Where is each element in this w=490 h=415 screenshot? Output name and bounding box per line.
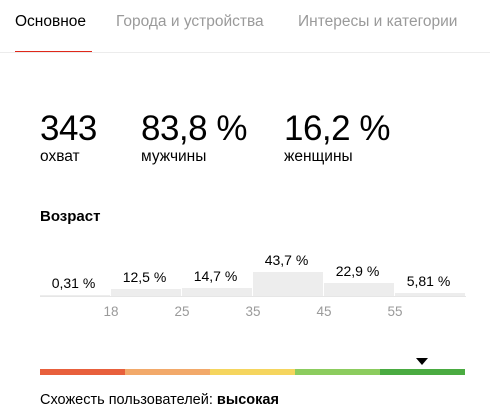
tab-cities-devices[interactable]: Города и устройства (116, 13, 264, 30)
age-bar (324, 283, 394, 296)
stat-reach: 343 охват (40, 110, 97, 166)
age-tick: 55 (387, 304, 403, 319)
stat-women-value: 16,2 % (284, 109, 390, 148)
age-bar-label: 22,9 % (335, 263, 380, 279)
stat-men: 83,8 % мужчины (141, 110, 247, 166)
stat-men-label: мужчины (141, 148, 207, 165)
age-bar-label: 14,7 % (193, 268, 238, 284)
similarity-segment (380, 369, 465, 375)
age-bar (395, 293, 465, 296)
age-bar (111, 289, 181, 296)
stat-reach-label: охват (40, 148, 80, 165)
age-tick: 45 (316, 304, 332, 319)
age-bar-label: 12,5 % (122, 269, 167, 285)
similarity-text: Схожесть пользователей: высокая (40, 392, 279, 408)
similarity-segment (210, 369, 295, 375)
stat-men-value: 83,8 % (141, 109, 247, 148)
stat-women-label: женщины (284, 148, 353, 165)
similarity-scale (40, 369, 465, 375)
age-tick: 25 (174, 304, 190, 319)
similarity-segment (295, 369, 380, 375)
age-chart-baseline (40, 296, 466, 297)
age-tick: 18 (103, 304, 119, 319)
tab-interests-categories[interactable]: Интересы и категории (298, 13, 458, 30)
tab-main[interactable]: Основное (15, 13, 87, 30)
stat-reach-value: 343 (40, 109, 97, 148)
age-bar-label: 43,7 % (264, 252, 309, 268)
similarity-label: Схожесть пользователей: (40, 392, 213, 408)
age-bar (253, 272, 323, 296)
age-chart: 0,31 % 12,5 % 14,7 % 43,7 % 22,9 % 5,81 % 18 25… (40, 236, 470, 326)
age-tick: 35 (245, 304, 261, 319)
similarity-value: высокая (216, 392, 279, 408)
tabs-divider (0, 52, 490, 53)
similarity-segment (40, 369, 125, 375)
tab-bar: Основное Города и устройства Интересы и … (0, 0, 490, 53)
similarity-marker-icon (416, 358, 428, 365)
similarity-segment (125, 369, 210, 375)
stat-women: 16,2 % женщины (284, 110, 390, 166)
age-bar-label: 5,81 % (406, 273, 451, 289)
age-section-title: Возраст (40, 208, 101, 225)
age-bar (182, 288, 252, 296)
age-bar (40, 295, 110, 296)
age-bar-label: 0,31 % (51, 275, 96, 291)
